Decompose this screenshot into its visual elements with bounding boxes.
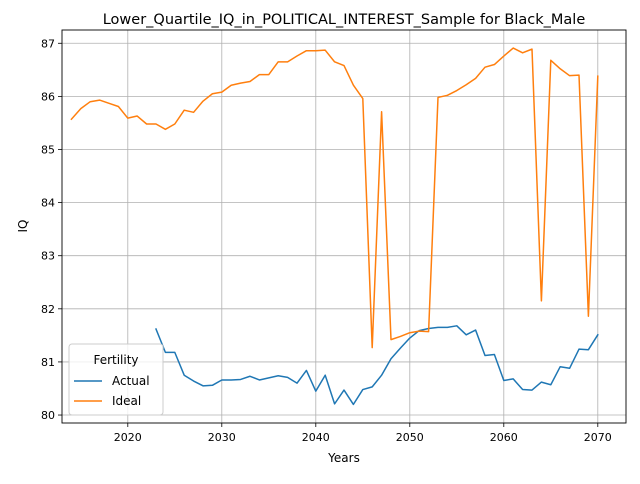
legend-title: Fertility — [93, 353, 138, 367]
x-tick-label: 2050 — [396, 431, 424, 444]
x-tick-label: 2020 — [114, 431, 142, 444]
y-tick-label: 84 — [41, 197, 55, 210]
y-tick-label: 82 — [41, 303, 55, 316]
legend-label-actual: Actual — [112, 374, 150, 388]
y-tick-label: 87 — [41, 37, 55, 50]
y-tick-label: 83 — [41, 250, 55, 263]
y-tick-label: 81 — [41, 356, 55, 369]
legend-box — [68, 343, 164, 416]
series-line-actual — [155, 325, 599, 406]
x-tick-label: 2070 — [584, 431, 612, 444]
y-axis-label: IQ — [16, 220, 30, 233]
axes: 2020 2030 2040 2050 2060 2070 80 81 82 83 84 85 86 87 — [41, 37, 612, 444]
y-tick-label: 85 — [41, 143, 55, 156]
x-tick-label: 2040 — [302, 431, 330, 444]
x-tick-label: 2030 — [208, 431, 236, 444]
plot-frame — [61, 29, 627, 424]
y-tick-label: 80 — [41, 409, 55, 422]
series-lines — [70, 47, 599, 406]
legend-label-ideal: Ideal — [112, 394, 141, 408]
chart-title: Lower_Quartile_IQ_in_POLITICAL_INTEREST_… — [103, 12, 586, 28]
series-line-ideal — [70, 47, 599, 349]
y-tick-label: 86 — [41, 90, 55, 103]
x-tick-label: 2060 — [490, 431, 518, 444]
x-axis-label: Years — [327, 451, 360, 465]
legend: Fertility Actual Ideal — [68, 343, 164, 416]
